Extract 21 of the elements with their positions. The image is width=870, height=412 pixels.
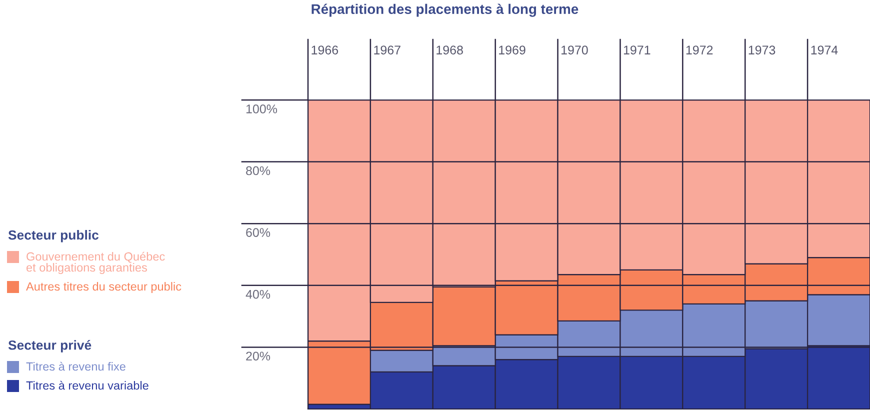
text: Secteur public — [8, 230, 99, 242]
y-tick-label: 40% — [246, 290, 270, 299]
x-tick-label: 1972 — [686, 46, 713, 54]
y-tick-label: 20% — [246, 352, 270, 361]
x-tick-label: 1971 — [624, 46, 650, 54]
legend-label: Autres titres du secteur public — [26, 282, 182, 294]
x-tick-label: 1967 — [374, 46, 400, 54]
x-tick-label: 1968 — [436, 46, 463, 54]
x-tick-label: 1970 — [562, 46, 588, 54]
chart-title: Répartition des placements à long terme — [312, 4, 578, 17]
text: Secteur privé — [8, 340, 92, 352]
y-tick-label: 80% — [246, 166, 270, 176]
legend-label: Titres à revenu fixe — [26, 362, 126, 371]
text: Gouvernement du Québec et obligations garanties — [26, 252, 165, 274]
x-tick-label: 1974 — [811, 46, 838, 54]
y-tick-label: 60% — [246, 228, 270, 237]
y-tick-label: 100% — [246, 104, 278, 114]
x-tick-label: 1969 — [499, 46, 526, 54]
x-tick-label: 1973 — [748, 46, 776, 54]
x-tick-label: 1966 — [312, 46, 338, 54]
legend-label: Titres à revenu variable — [26, 380, 148, 390]
